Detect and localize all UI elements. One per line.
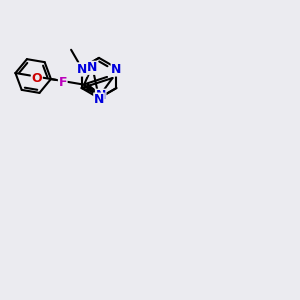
- Text: N: N: [111, 63, 122, 76]
- Text: O: O: [32, 72, 42, 85]
- Text: N: N: [87, 61, 98, 74]
- Text: N: N: [95, 89, 106, 102]
- Text: F: F: [58, 76, 67, 89]
- Text: N: N: [76, 63, 87, 76]
- Text: N: N: [94, 93, 104, 106]
